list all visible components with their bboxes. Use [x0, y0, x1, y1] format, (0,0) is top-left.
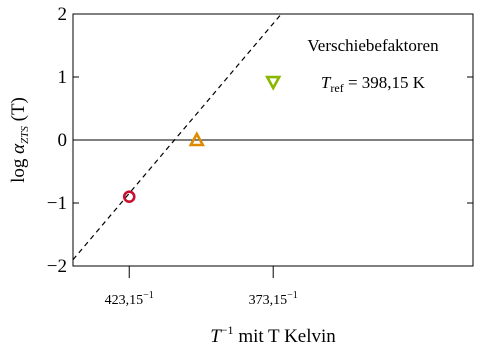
- data-points: [122, 75, 282, 203]
- y-tick-label: −1: [47, 193, 67, 214]
- annotation-title: Verschiebefaktoren: [307, 36, 439, 55]
- y-tick-label: −2: [47, 256, 67, 277]
- data-point-circle: [122, 190, 136, 203]
- y-tick-label: 2: [58, 4, 68, 25]
- x-tick-label: 373,15−1: [249, 290, 298, 308]
- y-axis-label: log αZTS (T): [8, 97, 31, 183]
- x-axis-label: T−1 mit T Kelvin: [210, 323, 336, 347]
- x-axis-ticks: 423,15−1 373,15−1: [105, 266, 298, 308]
- y-axis-ticks: 2 1 0 −1 −2: [47, 4, 473, 277]
- y-tick-label: 0: [58, 130, 68, 151]
- data-point-triangle-up: [188, 131, 205, 147]
- x-tick-label: 423,15−1: [105, 290, 154, 308]
- y-tick-label: 1: [58, 67, 68, 88]
- annotation-tref: Tref = 398,15 K: [321, 73, 426, 95]
- data-point-triangle-down: [265, 75, 282, 91]
- fit-line: [72, 13, 282, 261]
